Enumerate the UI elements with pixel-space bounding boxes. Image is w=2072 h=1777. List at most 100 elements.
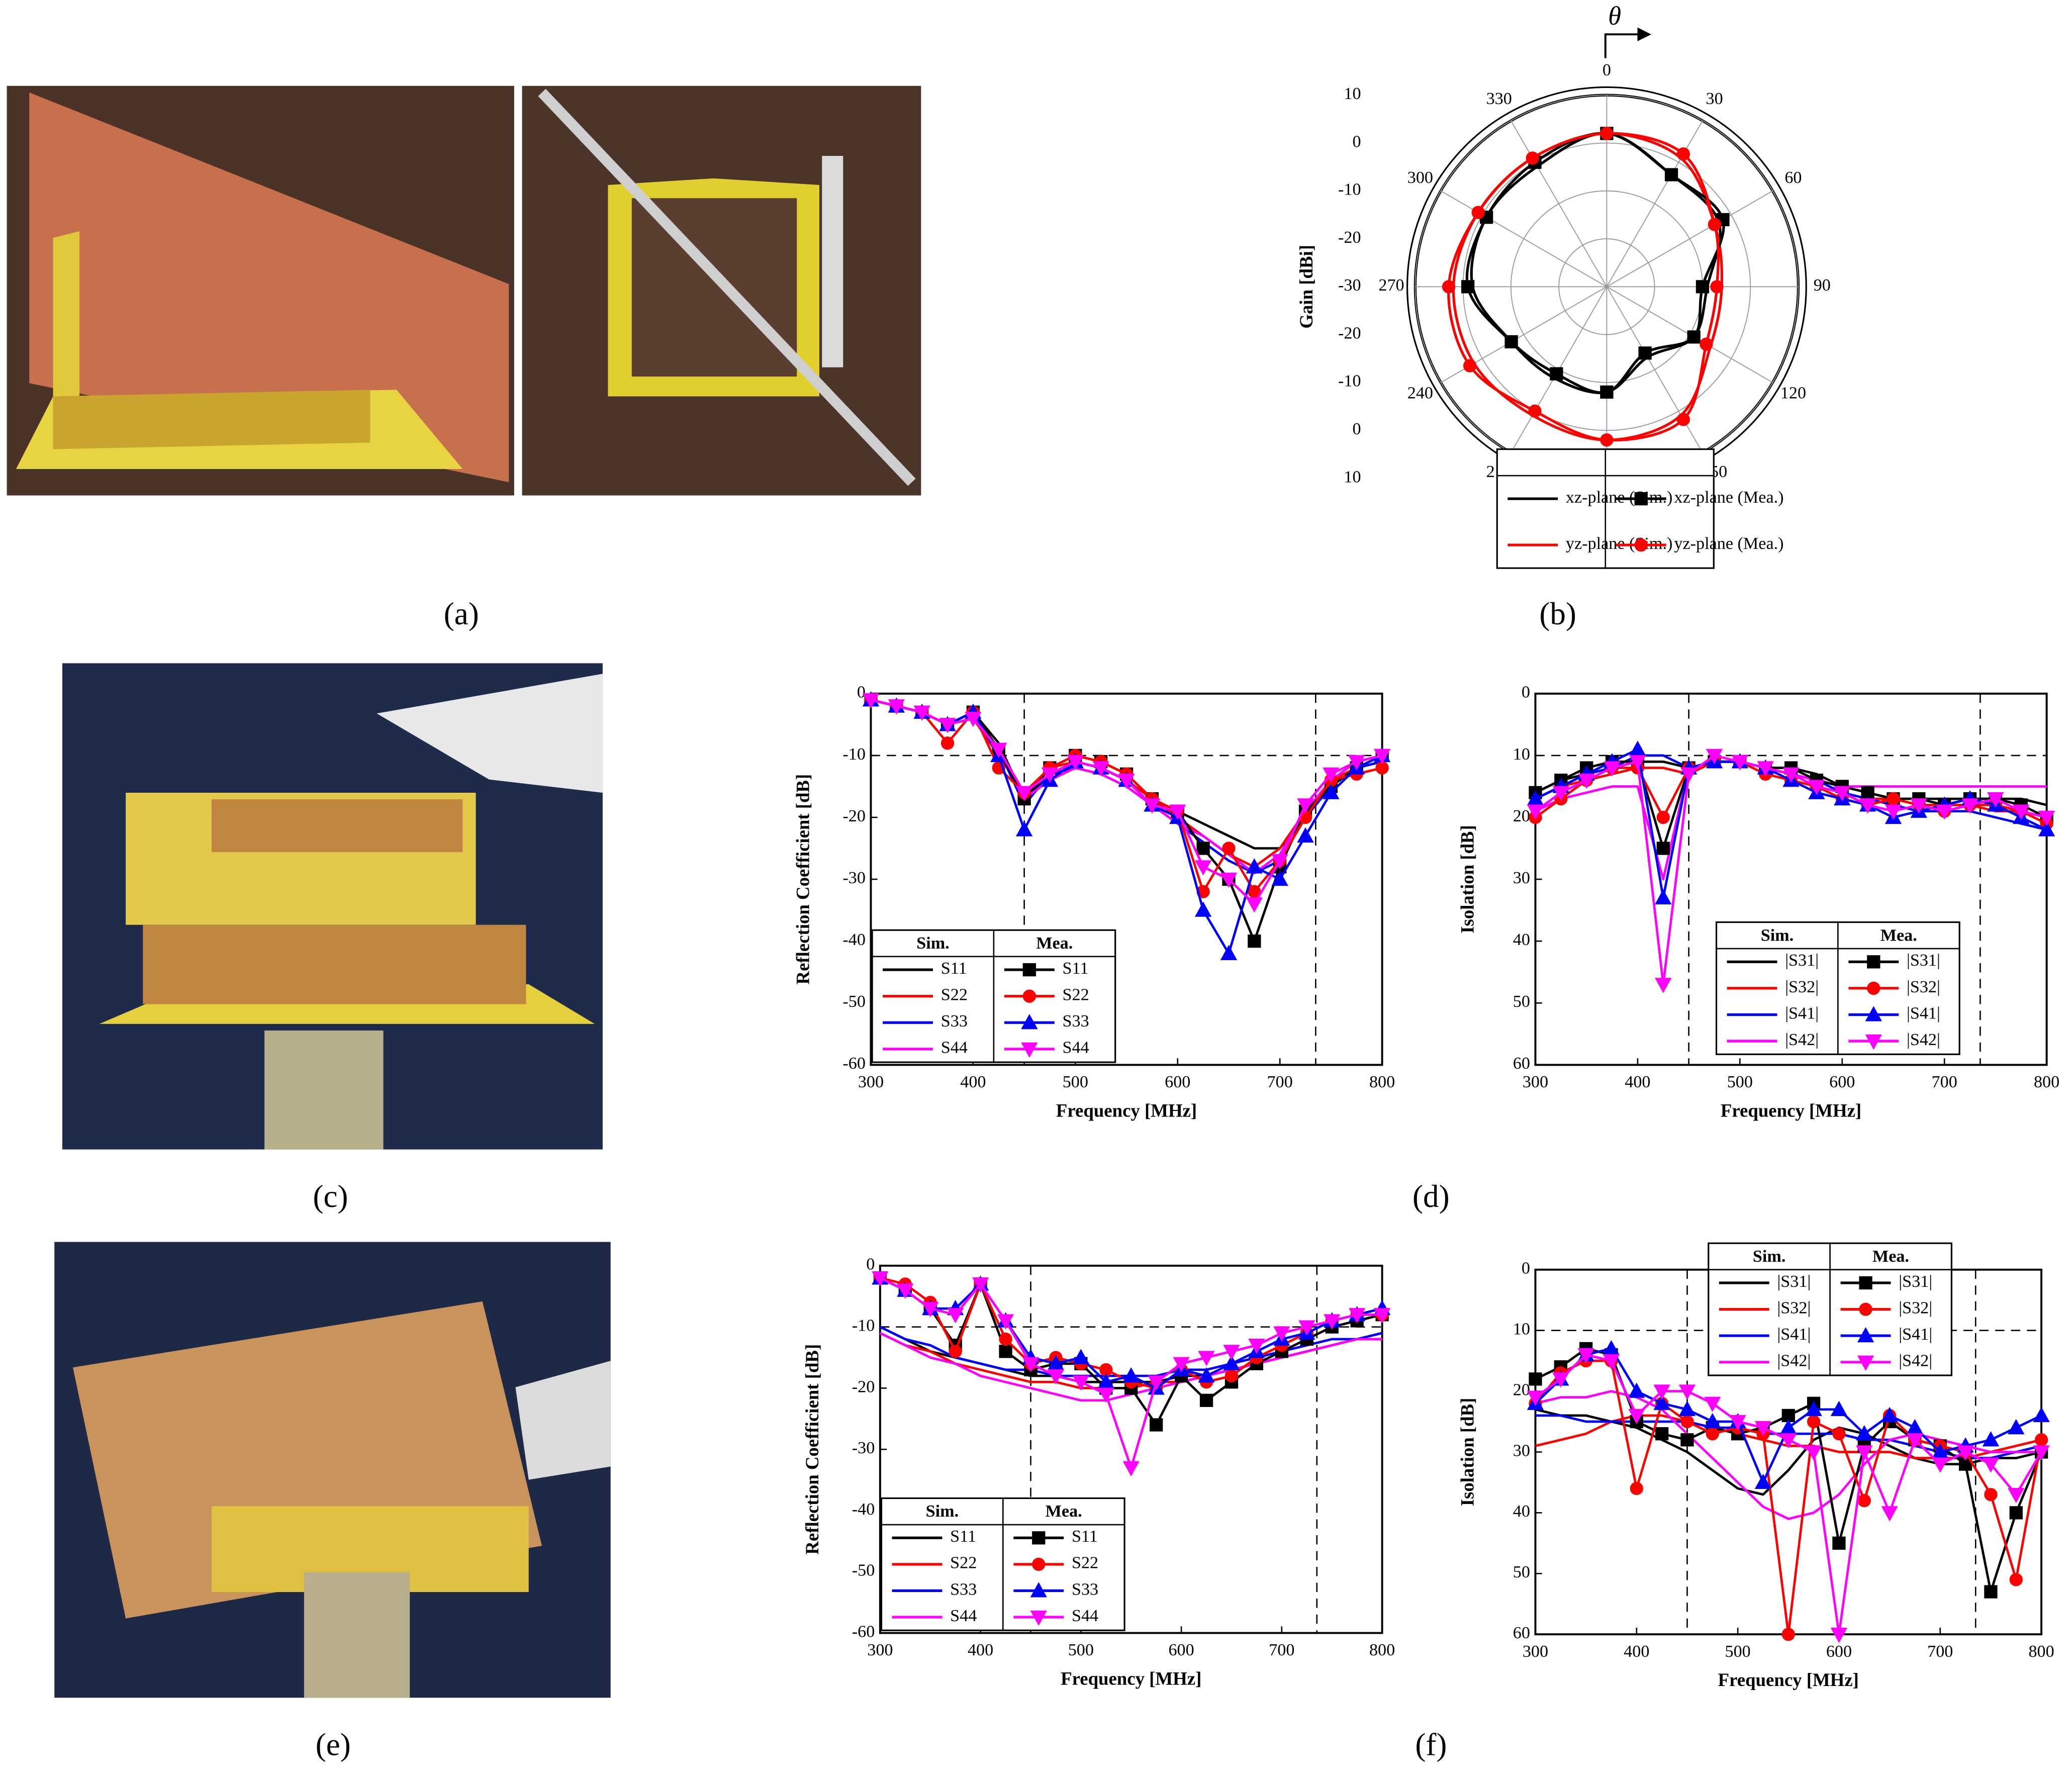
marker — [1808, 780, 1825, 795]
marker — [1629, 755, 1646, 771]
spoke — [1606, 190, 1773, 288]
marker — [1754, 1421, 1772, 1437]
marker — [1984, 1487, 1998, 1502]
marker — [1022, 963, 1036, 977]
marker — [1092, 761, 1109, 777]
marker — [1832, 1536, 1846, 1550]
marker — [1600, 385, 1614, 399]
marker — [1122, 1461, 1140, 1476]
panel-label: (a) — [444, 596, 479, 631]
legend-label: S33 — [1063, 1012, 1089, 1031]
marker — [1461, 280, 1475, 294]
marker — [1781, 1628, 1795, 1641]
marker — [1603, 1354, 1620, 1370]
marker — [1248, 1339, 1265, 1354]
marker — [1704, 1396, 1721, 1412]
marker — [1731, 755, 1749, 771]
marker — [922, 1301, 939, 1318]
marker — [1859, 1302, 1872, 1316]
y-tick-label: -10 — [842, 745, 866, 764]
marker — [1881, 1407, 1898, 1423]
y-tick-label: -30 — [852, 1439, 875, 1457]
legend-header: Sim. — [1753, 1247, 1785, 1266]
marker — [2033, 1407, 2050, 1423]
x-tick-label: 400 — [1625, 1073, 1650, 1091]
r-tick-label: 10 — [1344, 84, 1361, 103]
marker — [1297, 827, 1314, 843]
marker — [1857, 1327, 1874, 1343]
legend-label: |S31| — [1777, 1272, 1811, 1291]
marker — [1961, 798, 1979, 814]
marker — [1729, 1415, 1746, 1431]
marker — [1022, 1357, 1040, 1372]
marker — [1526, 151, 1539, 165]
marker — [1676, 413, 1690, 426]
marker — [1118, 774, 1135, 789]
theta-tick-label: 330 — [1486, 89, 1512, 108]
marker — [1932, 1457, 1949, 1473]
theta-tick-label: 120 — [1780, 384, 1806, 402]
marker — [1656, 810, 1670, 824]
x-axis-title: Frequency [MHz] — [1721, 1100, 1861, 1120]
marker — [1030, 1582, 1047, 1598]
marker — [1676, 147, 1690, 161]
r-tick-label: 0 — [1352, 132, 1361, 151]
marker — [1630, 1481, 1643, 1495]
x-tick-label: 700 — [1927, 1642, 1953, 1661]
legend-label: |S32| — [1907, 978, 1940, 996]
marker — [1552, 1372, 1569, 1388]
marker — [1271, 870, 1288, 886]
marker — [1982, 1457, 2000, 1473]
legend-label: S11 — [1072, 1527, 1098, 1546]
marker — [897, 1283, 914, 1299]
marker — [1041, 767, 1059, 783]
legend-label: |S41| — [1907, 1004, 1940, 1022]
y-tick-label: -30 — [842, 869, 866, 887]
r-tick-label: 10 — [1344, 467, 1361, 486]
x-tick-label: 400 — [960, 1073, 986, 1091]
legend-label: S22 — [950, 1554, 977, 1572]
marker — [1984, 1585, 1998, 1599]
y-tick-label: 0 — [857, 683, 866, 702]
marker — [1015, 786, 1033, 801]
legend-label: S44 — [941, 1039, 968, 1057]
marker — [940, 736, 955, 750]
legend-label: S11 — [950, 1527, 976, 1546]
marker — [1696, 280, 1710, 294]
y-axis-title: Isolation [dB] — [1457, 1398, 1478, 1507]
marker — [1097, 1387, 1114, 1403]
marker — [1550, 367, 1563, 381]
panel-label: (d) — [1412, 1179, 1450, 1214]
y-tick-label: -20 — [852, 1377, 875, 1396]
marker — [972, 1277, 989, 1293]
marker — [1655, 978, 1672, 993]
series-line — [1535, 1390, 2042, 1520]
x-tick-label: 500 — [1725, 1642, 1751, 1661]
x-tick-label: 500 — [1068, 1641, 1094, 1659]
theta-tick-label: 60 — [1784, 168, 1802, 187]
marker — [1859, 1276, 1872, 1290]
marker — [1032, 1531, 1046, 1545]
legend-label: S44 — [1072, 1607, 1098, 1625]
marker — [1710, 280, 1724, 294]
marker — [1223, 1345, 1240, 1360]
legend-label: |S31| — [1899, 1272, 1932, 1291]
marker — [1246, 897, 1263, 913]
theta-tick-label: 270 — [1378, 276, 1404, 295]
marker — [1865, 1006, 1882, 1021]
y-axis-title: Reflection Coefficient [dB] — [792, 774, 813, 985]
marker — [1297, 798, 1314, 814]
legend-label: S33 — [941, 1012, 968, 1031]
legend-header: Mea. — [1046, 1502, 1082, 1521]
y-tick-label: -60 — [842, 1054, 866, 1073]
x-tick-label: 300 — [1523, 1642, 1548, 1661]
marker — [1504, 335, 1518, 349]
marker — [1832, 1427, 1846, 1441]
marker — [1323, 767, 1340, 783]
marker — [2013, 804, 2030, 820]
x-tick-label: 800 — [2028, 1642, 2054, 1661]
r-tick-label: -10 — [1338, 180, 1361, 199]
marker — [1856, 1445, 1873, 1461]
marker — [1527, 804, 1544, 820]
